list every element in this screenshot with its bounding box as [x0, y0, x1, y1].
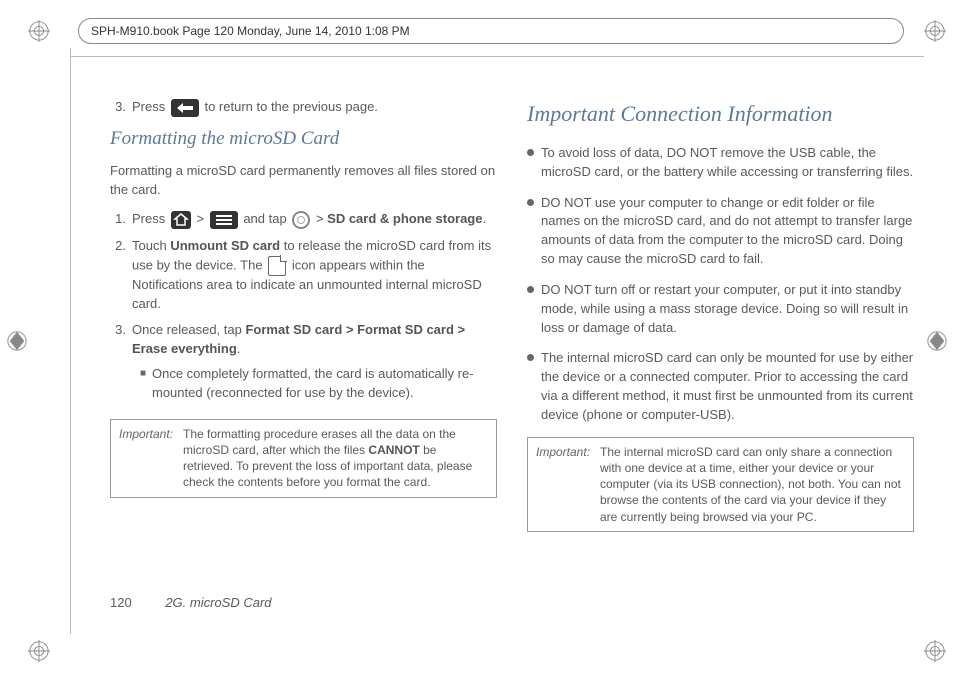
crop-mark-icon — [28, 20, 50, 42]
crop-mark-icon — [6, 330, 28, 352]
text: . — [237, 341, 241, 356]
step-3-prev: 3. Press to return to the previous page. — [110, 98, 497, 117]
crop-mark-icon — [926, 330, 948, 352]
text: Press — [132, 211, 169, 226]
ui-label: Format SD card — [245, 322, 342, 337]
bullet-icon: ■ — [140, 365, 152, 403]
crop-mark-icon — [924, 20, 946, 42]
note-label: Important: — [536, 444, 600, 525]
step-number: 3. — [110, 321, 132, 408]
emphasis: CANNOT — [368, 443, 419, 457]
sep: > — [342, 322, 357, 337]
rule-horizontal — [70, 56, 924, 57]
note-label: Important: — [119, 426, 183, 491]
text: Touch — [132, 238, 170, 253]
column-right: Important Connection Information To avoi… — [527, 98, 914, 622]
main-heading: Important Connection Information — [527, 98, 914, 130]
important-note: Important: The formatting procedure eras… — [110, 419, 497, 498]
list-item: To avoid loss of data, DO NOT remove the… — [527, 144, 914, 182]
menu-key-icon — [210, 211, 238, 229]
crop-mark-icon — [28, 640, 50, 662]
important-note: Important: The internal microSD card can… — [527, 437, 914, 532]
sd-card-icon — [268, 256, 286, 276]
text: > — [196, 211, 207, 226]
document-header: SPH-M910.book Page 120 Monday, June 14, … — [78, 18, 904, 44]
ui-label: Format SD card — [357, 322, 454, 337]
column-left: 3. Press to return to the previous page.… — [110, 98, 497, 622]
text: . — [482, 211, 486, 226]
ui-label: Unmount SD card — [170, 238, 280, 253]
text: Press — [132, 99, 169, 114]
text: > — [316, 211, 327, 226]
sub-bullet: ■ Once completely formatted, the card is… — [140, 365, 497, 403]
menu-path: SD card & phone storage — [327, 211, 482, 226]
step-number: 1. — [110, 210, 132, 229]
section-heading: Formatting the microSD Card — [110, 125, 497, 153]
list-item: The internal microSD card can only be mo… — [527, 349, 914, 424]
back-key-icon — [171, 99, 199, 117]
sep: > — [454, 322, 465, 337]
ui-label: Erase everything — [132, 341, 237, 356]
text: Once completely formatted, the card is a… — [152, 365, 497, 403]
step-3: 3. Once released, tap Format SD card > F… — [110, 321, 497, 408]
page-body: 3. Press to return to the previous page.… — [110, 98, 914, 622]
text: to return to the previous page. — [204, 99, 377, 114]
text: Once released, tap — [132, 322, 245, 337]
list-item: DO NOT turn off or restart your computer… — [527, 281, 914, 338]
home-key-icon — [171, 211, 191, 229]
bullet-list: To avoid loss of data, DO NOT remove the… — [527, 144, 914, 425]
crop-mark-icon — [924, 640, 946, 662]
intro-text: Formatting a microSD card permanently re… — [110, 162, 497, 200]
step-number: 3. — [110, 98, 132, 117]
step-number: 2. — [110, 237, 132, 314]
page-footer: 120 2G. microSD Card — [110, 595, 272, 610]
page-number: 120 — [110, 595, 132, 610]
note-body: The internal microSD card can only share… — [600, 444, 905, 525]
step-2: 2. Touch Unmount SD card to release the … — [110, 237, 497, 314]
section-name: 2G. microSD Card — [165, 595, 271, 610]
header-text: SPH-M910.book Page 120 Monday, June 14, … — [91, 24, 410, 38]
settings-icon — [292, 211, 310, 229]
text: and tap — [243, 211, 290, 226]
step-1: 1. Press > and tap > SD card & phone sto… — [110, 210, 497, 229]
list-item: DO NOT use your computer to change or ed… — [527, 194, 914, 269]
rule-vertical — [70, 48, 71, 634]
